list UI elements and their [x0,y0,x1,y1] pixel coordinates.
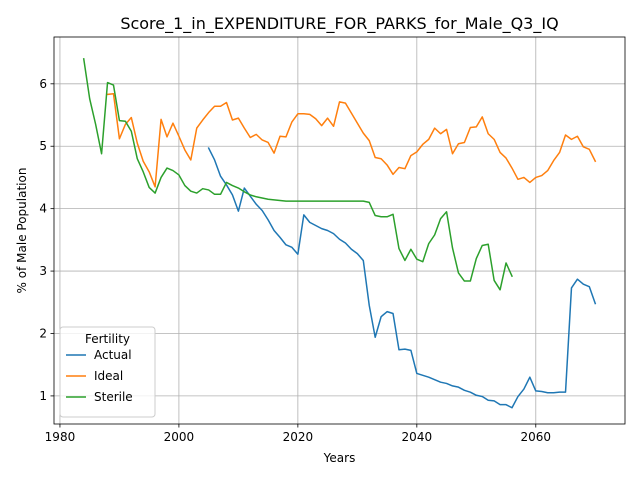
y-tick-label: 6 [39,77,47,91]
legend-title: Fertility [85,332,130,346]
legend-label-sterile: Sterile [94,390,133,404]
y-axis: 1 2 3 4 5 6 [39,77,54,403]
legend: Fertility Actual Ideal Sterile [59,326,156,418]
series-line-ideal [106,93,597,188]
legend-label-ideal: Ideal [94,369,123,383]
series-line-actual [207,147,597,409]
legend-box [59,326,156,418]
legend-items: Actual Ideal Sterile [66,348,133,404]
x-tick-label: 2060 [521,430,552,444]
x-axis: 1980 2000 2020 2040 2060 [45,424,551,444]
series-line-sterile [82,57,513,291]
y-tick-label: 3 [39,264,47,278]
y-tick-label: 4 [39,202,47,216]
x-tick-label: 1980 [45,430,76,444]
grid-lines [54,37,625,424]
x-tick-label: 2040 [402,430,433,444]
series-lines [82,57,597,409]
plot-frame [53,36,626,425]
x-axis-label: Years [323,451,356,465]
chart-title: Score_1_in_EXPENDITURE_FOR_PARKS_for_Mal… [120,14,558,34]
y-axis-label: % of Male Population [15,168,29,294]
y-tick-label: 2 [39,326,47,340]
x-tick-label: 2000 [164,430,195,444]
legend-label-actual: Actual [94,348,132,362]
y-tick-label: 5 [39,139,47,153]
y-tick-label: 1 [39,389,47,403]
x-tick-label: 2020 [283,430,314,444]
